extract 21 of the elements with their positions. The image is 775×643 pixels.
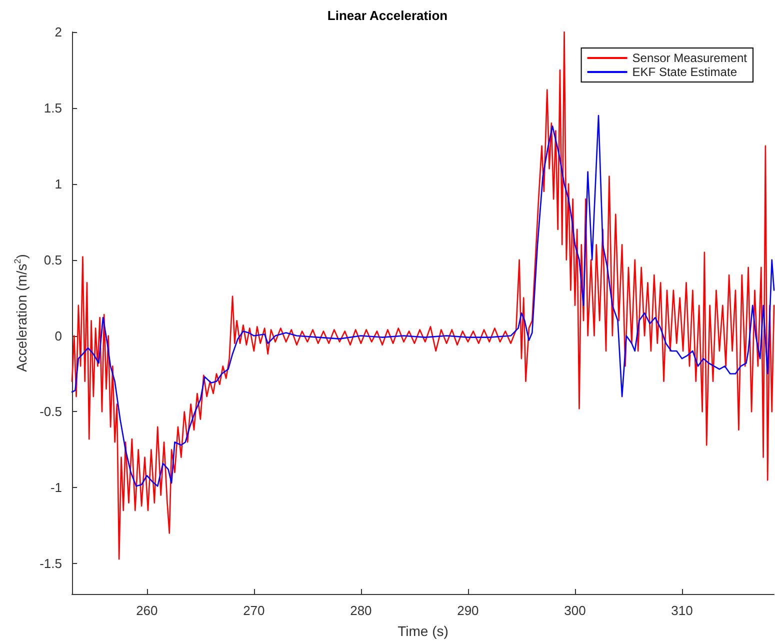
line-series <box>71 114 775 487</box>
legend-label: Sensor Measurement <box>632 51 748 65</box>
x-tick-label: 310 <box>671 603 693 618</box>
x-tick-label: 260 <box>136 603 158 618</box>
x-tick-label: 270 <box>243 603 265 618</box>
y-tick-label: 1 <box>54 176 62 192</box>
y-tick-label: 0 <box>54 328 62 344</box>
y-tick-label: 2 <box>54 24 62 40</box>
x-axis-title: Time (s) <box>398 623 448 639</box>
y-axis-title: Acceleration (m/s2) <box>12 254 30 372</box>
legend-label: EKF State Estimate <box>632 65 738 79</box>
chart-title: Linear Acceleration <box>327 8 448 23</box>
x-tick-label: 300 <box>564 603 586 618</box>
y-tick-label: 0.5 <box>44 252 62 268</box>
x-tick-label: 280 <box>350 603 372 618</box>
x-tick-label: 290 <box>457 603 479 618</box>
line-series <box>71 31 775 560</box>
y-tick-label: -0.5 <box>40 404 62 420</box>
y-tick-label: -1.5 <box>40 556 62 572</box>
y-tick-label: 1.5 <box>44 100 62 116</box>
y-tick-label: -1 <box>50 480 62 496</box>
